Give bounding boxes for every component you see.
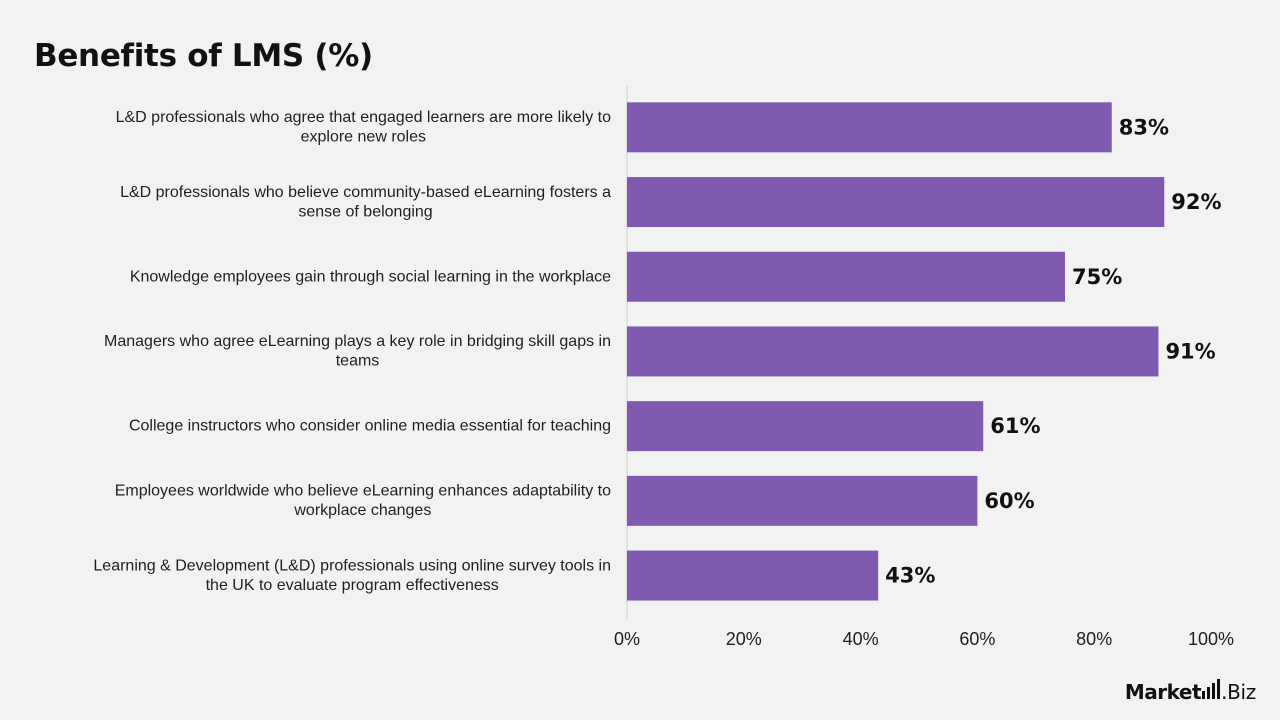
data-label-2: 92%: [1171, 190, 1221, 214]
category-label-2: L&D professionals who believe community-…: [120, 184, 611, 221]
data-label-3: 75%: [1072, 265, 1122, 289]
category-label-6: Employees worldwide who believe eLearnin…: [115, 483, 611, 519]
brand-logo: Market .Biz: [1125, 677, 1256, 704]
bar-5: [627, 401, 984, 452]
data-label-4: 91%: [1165, 339, 1215, 363]
chart-title: Benefits of LMS (%): [34, 38, 373, 74]
bar-3: [627, 251, 1065, 302]
category-label-4: Managers who agree eLearning plays a key…: [104, 333, 611, 370]
category-labels: L&D professionals who agree that engaged…: [93, 109, 611, 594]
bar-1: [627, 102, 1112, 153]
x-axis-ticks: 0% 20% 40% 60% 80% 100%: [614, 629, 1234, 649]
bar-6: [627, 475, 978, 526]
data-label-7: 43%: [885, 564, 935, 588]
data-labels: 83% 92% 75% 91% 61% 60% 43%: [885, 115, 1221, 587]
category-label-7: Learning & Development (L&D) professiona…: [93, 557, 611, 594]
data-label-6: 60%: [984, 489, 1034, 513]
category-label-1: L&D professionals who agree that engaged…: [116, 109, 611, 146]
bar-chart-icon: [1202, 677, 1221, 699]
category-label-5: College instructors who consider online …: [129, 418, 611, 435]
data-label-5: 61%: [990, 414, 1040, 438]
x-tick-label-100: 100%: [1188, 629, 1234, 649]
bar-4: [627, 326, 1159, 377]
bars-group: [627, 102, 1165, 601]
data-label-1: 83%: [1119, 115, 1169, 139]
x-tick-label-80: 80%: [1076, 629, 1112, 649]
x-tick-label-20: 20%: [726, 629, 762, 649]
x-tick-label-0: 0%: [614, 629, 640, 649]
bar-7: [627, 550, 879, 601]
brand-suffix: .Biz: [1221, 680, 1256, 704]
category-label-3: Knowledge employees gain through social …: [130, 268, 611, 285]
x-tick-label-60: 60%: [959, 629, 995, 649]
bar-2: [627, 177, 1165, 228]
brand-name: Market: [1124, 680, 1202, 704]
x-tick-label-40: 40%: [843, 629, 879, 649]
